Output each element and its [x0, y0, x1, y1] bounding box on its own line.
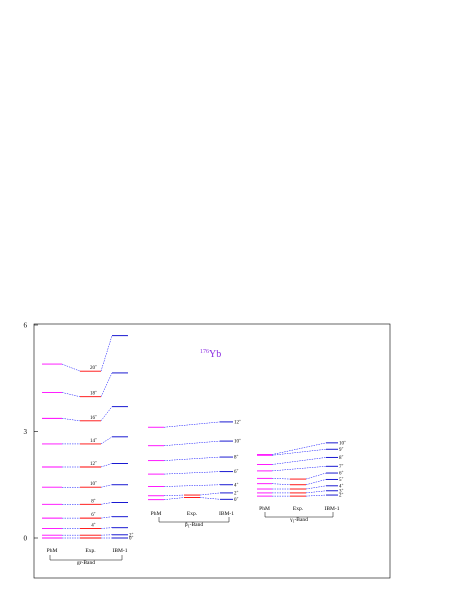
- connector-line: [100, 335, 113, 372]
- spin-label: 3+: [339, 487, 344, 494]
- spin-label: 10+: [90, 480, 97, 487]
- band-group: 0+2+ 4+ 6+ 8+ 10+ 12+ 14+ 16+ 18+ 20+ PhM Exp. IBM-1…: [42, 335, 134, 566]
- spin-label: 7+: [339, 463, 344, 470]
- connector-line: [163, 494, 185, 497]
- spin-label: 12+: [90, 460, 97, 467]
- connector-line: [305, 472, 327, 480]
- connector-line: [163, 484, 221, 487]
- connector-line: [305, 494, 327, 497]
- spin-label: 10+: [339, 439, 346, 446]
- column-label: IBM-1: [219, 511, 234, 517]
- column-label: PhM: [259, 506, 270, 512]
- spin-label: 14+: [90, 437, 97, 444]
- band-name: gr-Band: [77, 560, 95, 566]
- connector-line: [305, 490, 327, 494]
- connector-line: [100, 516, 113, 519]
- plot-frame: [33, 323, 391, 579]
- connector-line: [271, 442, 327, 455]
- connector-line: [163, 440, 221, 446]
- connector-line: [100, 372, 113, 397]
- band-bracket: [49, 555, 123, 561]
- y-axis: 0 3 6: [24, 322, 38, 543]
- column-label: Exp.: [293, 506, 304, 512]
- column-label: IBM-1: [325, 506, 340, 512]
- connector-line: [199, 492, 221, 496]
- column-label: PhM: [47, 548, 58, 554]
- spin-label: 0+: [234, 496, 239, 503]
- spin-label: 0+: [129, 535, 134, 542]
- band-bracket: [158, 517, 230, 523]
- spin-label: 20+: [90, 364, 97, 371]
- column-label: IBM-1: [113, 548, 128, 554]
- band-group: 2+3+4+5+6+7+ 8+9+10+ PhM Exp. IBM-1 γ1-Band: [257, 439, 346, 524]
- spin-label: 18+: [90, 390, 97, 397]
- column-label: PhM: [151, 511, 162, 517]
- nucleus-label: 176Yb: [200, 349, 221, 360]
- connector-line: [100, 484, 113, 488]
- connector-line: [61, 418, 81, 422]
- connector-line: [271, 478, 291, 480]
- bands-layer: 0+2+4+6+8+10+12+14+16+18+20+PhM Exp. IBM-1…: [42, 335, 346, 566]
- band-bracket: [264, 512, 334, 518]
- connector-line: [163, 456, 221, 461]
- spin-label: 2+: [339, 492, 344, 499]
- connector-line: [100, 463, 113, 468]
- column-label: Exp.: [187, 511, 198, 517]
- connector-line: [100, 406, 113, 422]
- y-tick-label: 3: [24, 428, 28, 436]
- spin-label: 6+: [234, 468, 239, 475]
- connector-line: [271, 449, 327, 456]
- connector-line: [100, 527, 113, 529]
- spin-label: 8+: [339, 454, 344, 461]
- connector-line: [305, 479, 327, 485]
- connector-line: [163, 471, 221, 475]
- connector-line: [163, 497, 185, 500]
- spin-label: 8+: [91, 497, 96, 504]
- nucleus-mass: 176: [200, 349, 209, 355]
- spin-label: 4+: [234, 481, 239, 488]
- connector-line: [100, 502, 113, 505]
- spin-label: 9+: [339, 446, 344, 453]
- connector-line: [100, 436, 113, 445]
- y-tick-label: 0: [24, 535, 28, 543]
- connector-line: [163, 421, 221, 428]
- spin-label: 6+: [339, 470, 344, 477]
- spin-label: 8+: [234, 454, 239, 461]
- spin-label: 2+: [129, 531, 134, 538]
- column-label: Exp.: [85, 548, 96, 554]
- spin-label: 4+: [91, 521, 96, 528]
- spin-label: 16+: [90, 414, 97, 421]
- connector-line: [199, 497, 221, 500]
- connector-line: [271, 457, 327, 465]
- connector-line: [61, 363, 81, 372]
- spin-label: 12+: [234, 418, 241, 425]
- nucleus-symbol: Yb: [209, 349, 221, 360]
- spin-label: 6+: [91, 511, 96, 518]
- connector-line: [305, 485, 327, 490]
- spin-label: 10+: [234, 438, 241, 445]
- connector-line: [271, 466, 327, 472]
- spin-label: 2+: [234, 489, 239, 496]
- band-group: 0+2+4+ 6+ 8+ 10+ 12+ PhM Exp. IBM-1 β1-Band: [148, 418, 241, 529]
- spin-label: 5+: [339, 476, 344, 483]
- spin-label: 4+: [339, 482, 344, 489]
- y-tick-label: 6: [24, 322, 28, 330]
- connector-line: [61, 392, 81, 397]
- band-name: β1-Band: [185, 522, 203, 529]
- band-name: γ1-Band: [289, 517, 308, 524]
- connector-line: [271, 483, 291, 485]
